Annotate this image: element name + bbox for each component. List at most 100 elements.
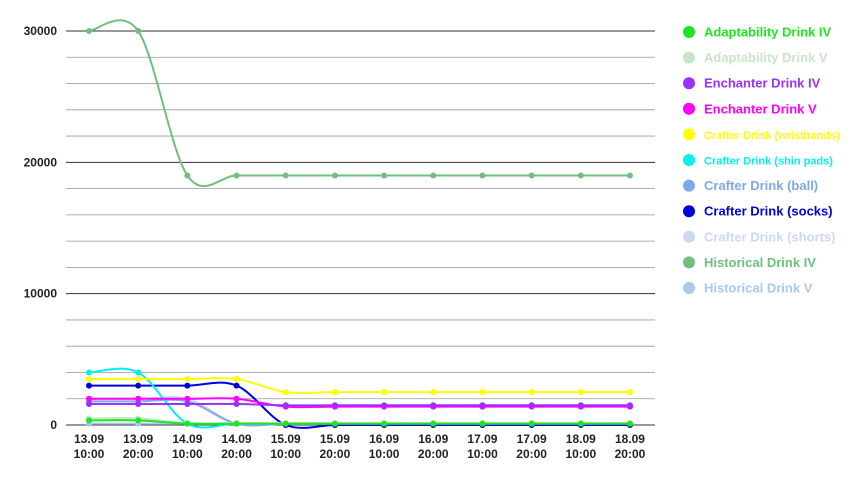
y-axis-ticks: 30000 20000 10000 0 <box>24 24 58 432</box>
data-point <box>381 172 388 179</box>
data-point <box>86 376 92 383</box>
series-line <box>89 397 630 409</box>
data-point <box>528 389 535 396</box>
data-point <box>135 400 142 407</box>
legend-item: Enchanter Drink V <box>683 101 817 116</box>
legend-label: Historical Drink V <box>704 281 813 296</box>
data-point <box>86 28 92 34</box>
data-point <box>86 382 92 389</box>
legend-item: Enchanter Drink IV <box>683 76 821 91</box>
legend-item: Adaptability Drink IV <box>683 25 831 40</box>
data-point <box>528 402 535 409</box>
series-line <box>88 419 630 425</box>
legend-item: Adaptability Drink V <box>683 50 828 65</box>
x-axis-ticks: 13.0910:0013.0920:0014.0910:0014.0920:00… <box>74 432 646 461</box>
legend-item: Crafter Drink (ball) <box>683 178 818 193</box>
data-point <box>528 172 535 179</box>
x-tick-label-date: 18.09 <box>566 432 596 446</box>
legend-marker <box>683 51 695 64</box>
legend-item: Crafter Drink (wristbands) <box>683 128 840 142</box>
legend: Adaptability Drink IV Adaptability Drink … <box>683 25 840 296</box>
legend-marker <box>683 77 695 90</box>
y-tick-label: 10000 <box>24 287 58 301</box>
data-point <box>86 400 92 407</box>
series-adaptability-drink-iv <box>86 417 633 427</box>
data-point <box>528 420 535 427</box>
gridlines <box>66 30 655 426</box>
legend-label: Crafter Drink (shin pads) <box>704 156 833 168</box>
x-tick-label-time: 20:00 <box>615 447 646 461</box>
x-tick-label-date: 17.09 <box>517 432 547 446</box>
data-point <box>479 389 486 396</box>
data-point <box>135 28 142 34</box>
series-line <box>89 402 630 407</box>
x-tick-label-time: 20:00 <box>418 447 449 461</box>
legend-marker <box>683 230 695 243</box>
data-point <box>381 389 388 396</box>
data-point <box>135 417 142 424</box>
legend-marker <box>683 205 695 218</box>
data-point <box>135 395 142 402</box>
legend-label: Historical Drink IV <box>704 255 816 270</box>
data-point <box>233 400 240 407</box>
x-tick-label-time: 10:00 <box>270 447 301 461</box>
legend-label: Enchanter Drink V <box>704 101 817 116</box>
data-point <box>331 389 338 396</box>
series-line <box>89 377 630 395</box>
legend-item: Historical Drink V <box>683 281 813 296</box>
legend-label: Crafter Drink (shorts) <box>704 229 835 244</box>
data-point <box>135 376 142 383</box>
legend-item: Crafter Drink (socks) <box>683 204 833 219</box>
series-enchanter-drink-iv <box>86 400 633 409</box>
data-point <box>331 420 338 427</box>
series-enchanter-drink-v <box>86 395 633 410</box>
legend-marker <box>683 102 695 115</box>
x-tick-label-time: 20:00 <box>320 447 351 461</box>
legend-marker <box>683 26 695 38</box>
series-line <box>89 381 630 429</box>
data-point <box>233 382 240 389</box>
x-tick-label-time: 10:00 <box>74 447 105 461</box>
data-point <box>626 420 633 427</box>
data-point <box>626 389 633 396</box>
data-point <box>479 172 486 179</box>
data-point <box>184 400 191 407</box>
data-point <box>233 395 240 402</box>
x-tick-label-date: 14.09 <box>172 432 202 446</box>
legend-item: Crafter Drink (shin pads) <box>683 154 833 168</box>
x-tick-label-time: 10:00 <box>369 447 400 461</box>
legend-label: Crafter Drink (wristbands) <box>704 130 840 142</box>
x-tick-label-time: 20:00 <box>516 447 547 461</box>
data-point <box>282 402 289 409</box>
x-tick-label-time: 20:00 <box>221 447 252 461</box>
data-point <box>479 402 486 409</box>
legend-label: Crafter Drink (ball) <box>704 178 818 193</box>
legend-marker <box>683 128 695 141</box>
data-point <box>430 420 437 427</box>
data-point <box>86 417 92 424</box>
x-tick-label-date: 15.09 <box>320 432 350 446</box>
data-point <box>381 420 388 427</box>
legend-label: Adaptability Drink V <box>704 50 828 65</box>
legend-marker <box>683 256 695 269</box>
x-tick-label-time: 10:00 <box>565 447 596 461</box>
data-point <box>86 369 92 376</box>
legend-label: Adaptability Drink IV <box>704 25 831 40</box>
x-tick-label-date: 18.09 <box>615 432 645 446</box>
series-historical-drink-iv <box>86 19 633 188</box>
series-crafter-drink-wristbands <box>86 376 633 396</box>
series-line <box>88 19 630 188</box>
data-point <box>135 382 142 389</box>
x-tick-label-time: 10:00 <box>172 447 203 461</box>
data-point <box>233 172 240 179</box>
x-tick-label-date: 15.09 <box>271 432 301 446</box>
data-point <box>430 402 437 409</box>
y-tick-label: 20000 <box>24 155 58 169</box>
legend-marker <box>683 154 695 166</box>
x-tick-label-date: 13.09 <box>123 432 153 446</box>
legend-marker <box>683 282 695 294</box>
x-tick-label-date: 16.09 <box>369 432 399 446</box>
data-point <box>331 402 338 409</box>
y-tick-label: 30000 <box>24 24 58 38</box>
